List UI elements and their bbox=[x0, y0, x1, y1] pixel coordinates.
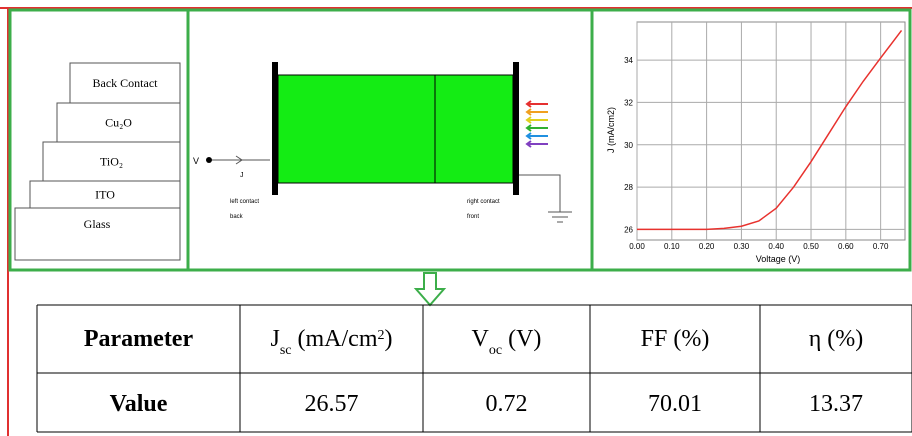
x-axis-label: Voltage (V) bbox=[756, 254, 801, 264]
layer-label: Cu₂O bbox=[105, 116, 132, 130]
x-tick-label: 0.30 bbox=[734, 242, 750, 251]
layer-label: TiO₂ bbox=[100, 155, 123, 169]
value-cell: 0.72 bbox=[486, 391, 528, 417]
left-electrode bbox=[272, 62, 278, 195]
side-label: back bbox=[230, 214, 244, 220]
y-tick-label: 28 bbox=[624, 183, 633, 192]
layer-label: Glass bbox=[84, 217, 111, 231]
light-ray bbox=[527, 117, 548, 123]
light-ray bbox=[527, 141, 548, 147]
x-tick-label: 0.20 bbox=[699, 242, 715, 251]
side-label: front bbox=[467, 214, 479, 220]
x-tick-label: 0.40 bbox=[768, 242, 784, 251]
x-tick-label: 0.60 bbox=[838, 242, 854, 251]
x-tick-label: 0.50 bbox=[803, 242, 819, 251]
value-cell: 26.57 bbox=[305, 391, 359, 417]
right-electrode bbox=[513, 62, 519, 195]
header-text: Parameter bbox=[84, 326, 194, 352]
figure: Back Contact Cu₂O TiO₂ ITO Glass V J left co… bbox=[0, 0, 912, 436]
x-tick-label: 0.00 bbox=[629, 242, 645, 251]
light bbox=[527, 101, 548, 147]
value-cell: Value bbox=[110, 391, 168, 417]
current-label: J bbox=[240, 172, 244, 179]
plot-area bbox=[637, 22, 905, 240]
header-text: ) bbox=[385, 326, 393, 352]
voltage-label: V bbox=[193, 156, 199, 166]
light-ray bbox=[527, 101, 548, 107]
header-text: sc bbox=[280, 343, 292, 358]
layer bbox=[15, 208, 180, 260]
layer-label: ITO bbox=[95, 188, 115, 202]
header-cell: Parameter bbox=[84, 326, 194, 352]
light-ray bbox=[527, 133, 548, 139]
contact-label: left contact bbox=[230, 199, 259, 205]
header-text: FF (%) bbox=[641, 326, 710, 352]
light-ray bbox=[527, 125, 548, 131]
device: V J left contact back right contact fron… bbox=[193, 62, 572, 222]
x-tick-label: 0.70 bbox=[873, 242, 889, 251]
header-text: (mA/cm bbox=[292, 326, 378, 352]
jv-chart: Voltage (V) J (mA/cm2) 0.00 0.10 0.20 0.30 0… bbox=[606, 22, 905, 264]
y-axis-label: J (mA/cm2) bbox=[606, 107, 616, 153]
y-tick-label: 26 bbox=[624, 225, 633, 234]
header-cell: η (%) bbox=[809, 326, 864, 352]
terminal bbox=[206, 157, 212, 163]
value-cell: 70.01 bbox=[648, 391, 702, 417]
header-text: 2 bbox=[378, 328, 385, 343]
header-text: V bbox=[472, 326, 490, 352]
layer-stack: Back Contact Cu₂O TiO₂ ITO Glass bbox=[15, 63, 180, 260]
header-text: oc bbox=[489, 343, 502, 358]
header-text: (V) bbox=[502, 326, 541, 352]
layer-label: Back Contact bbox=[93, 76, 159, 90]
y-tick-label: 34 bbox=[624, 56, 633, 65]
results-table: Parameter Jsc (mA/cm2) Voc (V) FF (%) η (%) V… bbox=[37, 305, 912, 432]
header-cell: Jsc (mA/cm2) bbox=[271, 326, 393, 358]
contact-label: right contact bbox=[467, 199, 500, 205]
absorber bbox=[278, 75, 513, 183]
header-cell: FF (%) bbox=[641, 326, 710, 352]
ground bbox=[519, 175, 572, 222]
down-arrow bbox=[416, 273, 444, 305]
value-cell: 13.37 bbox=[809, 391, 863, 417]
header-cell: Voc (V) bbox=[472, 326, 542, 358]
light-ray bbox=[527, 109, 548, 115]
y-tick-label: 30 bbox=[624, 141, 633, 150]
x-tick-label: 0.10 bbox=[664, 242, 680, 251]
header-text: η (%) bbox=[809, 326, 864, 352]
header-text: J bbox=[271, 326, 280, 352]
y-tick-label: 32 bbox=[624, 98, 633, 107]
